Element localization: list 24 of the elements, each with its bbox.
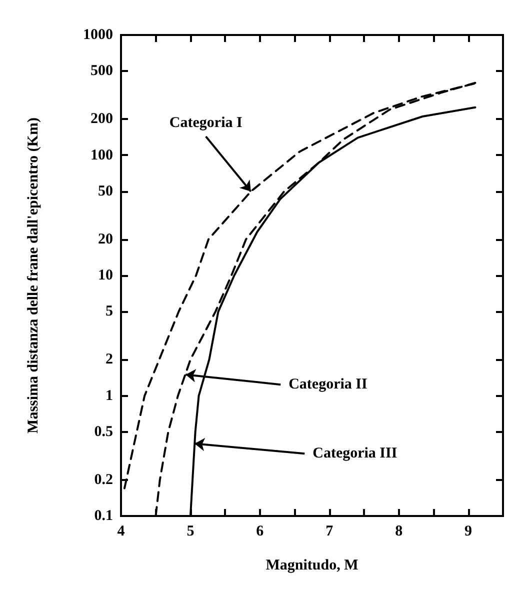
y-tick-label: 20 [98, 231, 113, 248]
y-tick-label: 500 [90, 63, 113, 80]
x-tick-label: 6 [256, 524, 264, 540]
annotation: Categoria III [312, 446, 398, 462]
y-tick-label: 5 [106, 304, 113, 320]
y-tick-label: 0.2 [94, 472, 113, 488]
x-tick-label: 7 [326, 524, 334, 540]
y-tick-label: 200 [90, 111, 113, 128]
y-tick-label: 1000 [83, 27, 113, 43]
y-tick-label: 50 [98, 183, 113, 200]
y-axis-title: Massima distanza delle frane dall'epicentro (Km) [26, 118, 42, 434]
x-tick-label: 4 [117, 524, 126, 540]
annotation: Categoria II [288, 376, 368, 393]
y-tick-label: 10 [98, 268, 113, 284]
y-tick-label: 100 [90, 147, 113, 164]
y-tick-label: 1 [106, 388, 113, 404]
x-tick-label: 8 [395, 524, 403, 540]
y-tick-label: 0.1 [94, 508, 113, 524]
y-tick-label: 0.5 [94, 424, 113, 440]
x-axis-title: Magnitudo, M [266, 558, 358, 574]
x-tick-label: 9 [464, 524, 472, 540]
annotation: Categoria I [169, 114, 242, 131]
y-tick-label: 2 [106, 352, 113, 368]
x-tick-label: 5 [186, 524, 194, 540]
